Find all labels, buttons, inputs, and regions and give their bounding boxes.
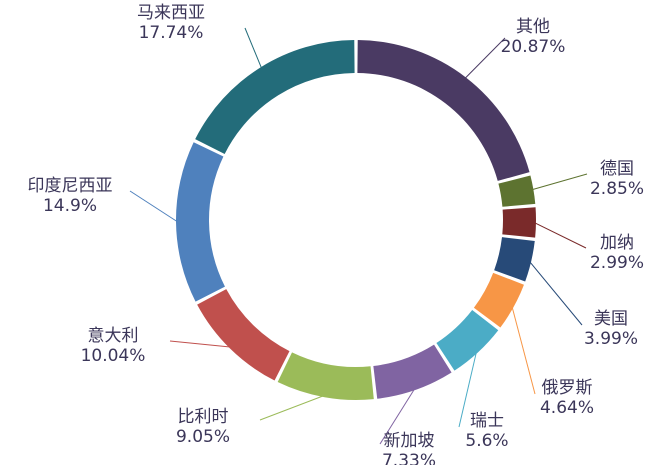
- slice-label-5: 俄罗斯 4.64%: [540, 378, 594, 418]
- slice-name: 新加坡: [384, 431, 435, 451]
- leader-lines: [129, 27, 588, 445]
- slice-label-8: 比利时 9.05%: [176, 407, 230, 447]
- slice-labels: 其他 20.87% 德国 2.85% 加纳 2.99% 美国 3.99% 俄罗斯 4.64% 瑞士 5…: [28, 3, 645, 465]
- slice-name: 马来西亚: [137, 3, 205, 23]
- slice-value: 9.05%: [176, 427, 230, 447]
- slice-10[interactable]: [175, 142, 225, 302]
- slice-value: 2.85%: [590, 179, 644, 199]
- slice-3[interactable]: [502, 207, 537, 238]
- slice-label-3: 加纳 2.99%: [590, 233, 644, 273]
- slice-6[interactable]: [436, 310, 499, 371]
- slice-value: 17.74%: [139, 23, 204, 43]
- slice-2[interactable]: [498, 175, 536, 207]
- leader-line-2: [531, 173, 588, 191]
- slice-name: 意大利: [88, 326, 139, 346]
- leader-line-9: [169, 340, 232, 348]
- slice-9[interactable]: [197, 289, 290, 381]
- slice-name: 俄罗斯: [542, 378, 593, 398]
- slice-label-10: 印度尼西亚 14.9%: [28, 176, 113, 216]
- slice-label-4: 美国 3.99%: [584, 309, 638, 349]
- slice-value: 10.04%: [81, 346, 146, 366]
- slice-name: 印度尼西亚: [28, 176, 113, 196]
- donut-slices: [175, 40, 537, 400]
- slice-name: 德国: [600, 159, 634, 179]
- leader-line-1: [464, 37, 506, 80]
- slice-label-2: 德国 2.85%: [590, 159, 644, 199]
- slice-label-9: 意大利 10.04%: [81, 326, 146, 366]
- leader-line-7: [379, 387, 416, 445]
- slice-name: 加纳: [600, 233, 634, 253]
- leader-line-8: [259, 394, 326, 421]
- slice-name: 其他: [516, 17, 550, 37]
- slice-value: 7.33%: [382, 451, 436, 465]
- slice-label-1: 其他 20.87%: [501, 17, 566, 57]
- slice-5[interactable]: [473, 272, 524, 328]
- slice-value: 14.9%: [43, 196, 97, 216]
- leader-line-10: [129, 190, 179, 223]
- slice-value: 2.99%: [590, 253, 644, 273]
- slice-value: 3.99%: [584, 329, 638, 349]
- slice-1[interactable]: [357, 40, 530, 181]
- leader-line-4: [528, 260, 583, 326]
- slice-8[interactable]: [277, 352, 374, 400]
- slice-4[interactable]: [494, 237, 535, 282]
- slice-label-7: 新加坡 7.33%: [382, 431, 436, 465]
- slice-label-11: 马来西亚 17.74%: [137, 3, 205, 43]
- slice-name: 美国: [594, 309, 628, 329]
- slice-11[interactable]: [195, 40, 355, 154]
- leader-line-6: [458, 350, 478, 428]
- leader-line-5: [511, 305, 536, 395]
- leader-line-3: [533, 221, 587, 249]
- slice-name: 比利时: [178, 407, 229, 427]
- slice-value: 5.6%: [465, 431, 508, 451]
- leader-line-11: [244, 27, 263, 70]
- slice-value: 20.87%: [501, 37, 566, 57]
- slice-7[interactable]: [373, 344, 452, 399]
- slice-name: 瑞士: [470, 411, 504, 431]
- slice-label-6: 瑞士 5.6%: [465, 411, 508, 451]
- slice-value: 4.64%: [540, 398, 594, 418]
